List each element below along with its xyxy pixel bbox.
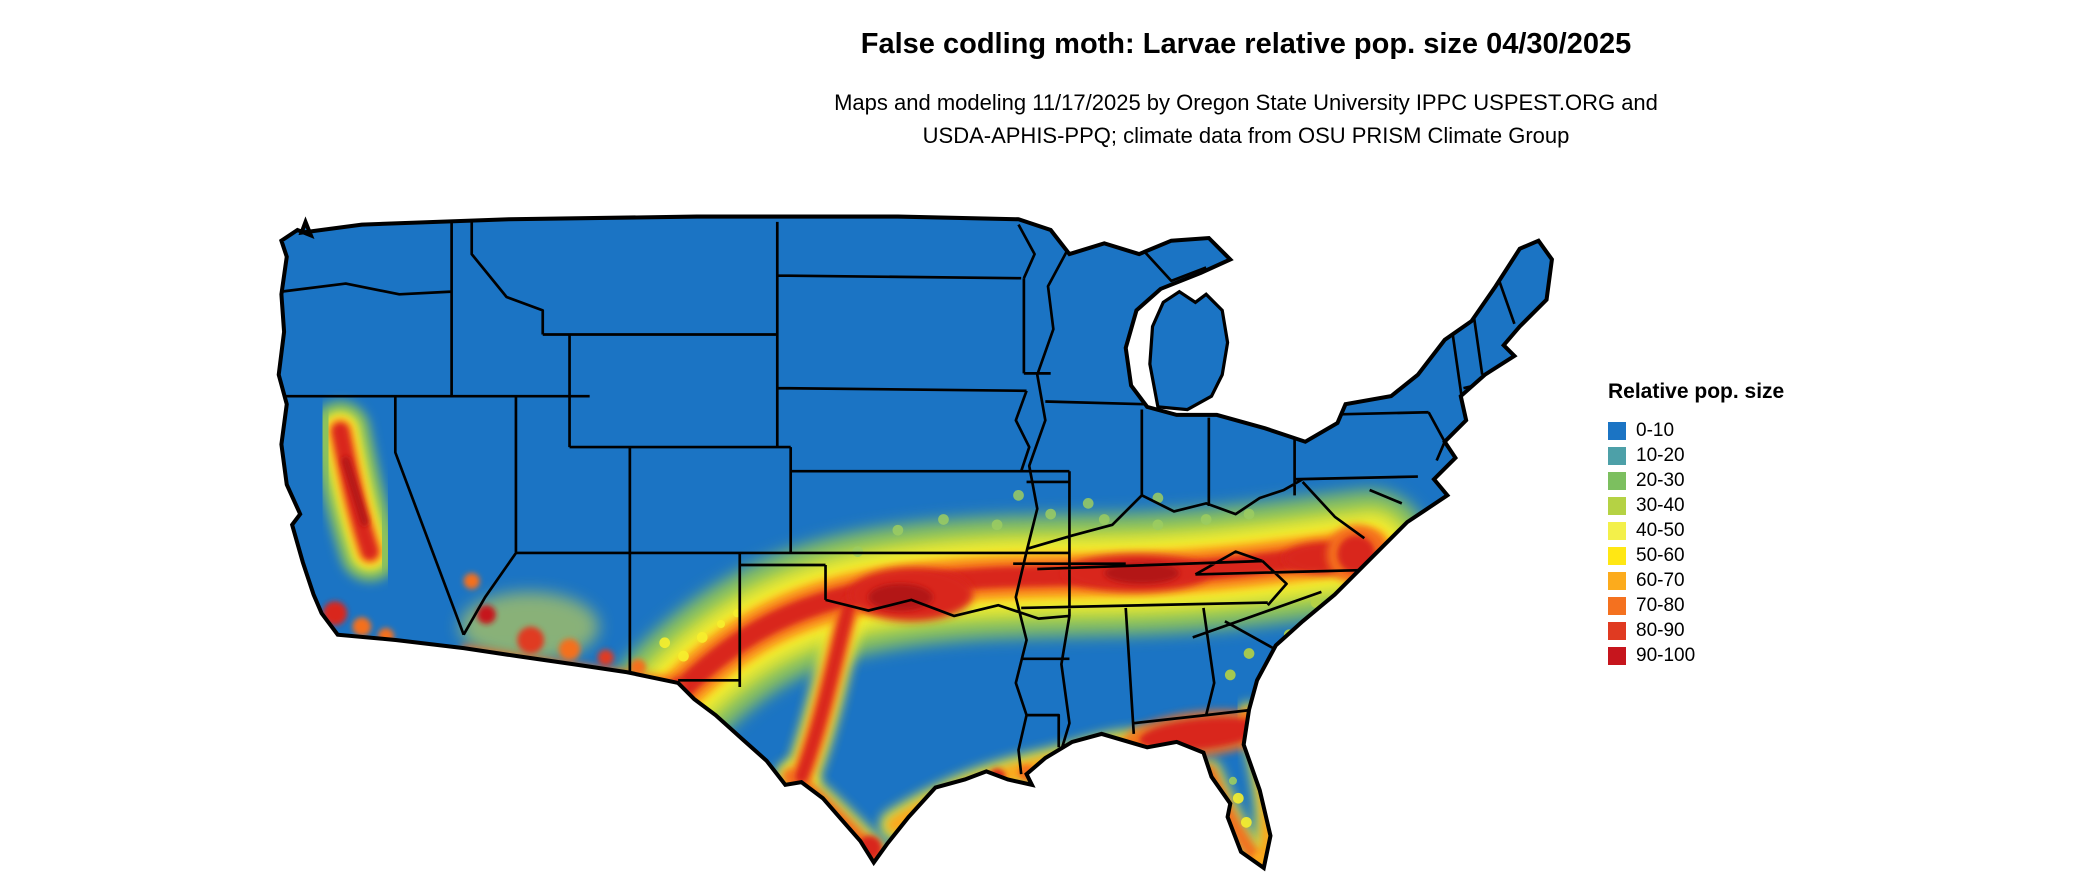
legend-item: 0-10 bbox=[1608, 418, 1868, 443]
legend-item: 70-80 bbox=[1608, 593, 1868, 618]
subtitle-line-1: Maps and modeling 11/17/2025 by Oregon S… bbox=[834, 90, 1658, 115]
legend-item: 10-20 bbox=[1608, 443, 1868, 468]
us-map-svg bbox=[268, 171, 1568, 884]
legend-swatch bbox=[1608, 621, 1626, 640]
legend-item-label: 70-80 bbox=[1636, 594, 1685, 616]
legend-item: 60-70 bbox=[1608, 568, 1868, 593]
legend-swatch bbox=[1608, 421, 1626, 440]
legend-rows: 0-10 10-20 20-30 30-40 40-50 50-60 60-70… bbox=[1608, 418, 1868, 668]
legend-swatch bbox=[1608, 446, 1626, 465]
legend-swatch bbox=[1608, 646, 1626, 665]
legend-swatch bbox=[1608, 471, 1626, 490]
legend-item-label: 20-30 bbox=[1636, 469, 1685, 491]
legend-swatch bbox=[1608, 596, 1626, 615]
state-borders bbox=[278, 221, 1516, 778]
legend-swatch bbox=[1608, 496, 1626, 515]
legend-swatch bbox=[1608, 521, 1626, 540]
legend-item: 20-30 bbox=[1608, 468, 1868, 493]
legend-item-label: 30-40 bbox=[1636, 494, 1685, 516]
legend-item-label: 80-90 bbox=[1636, 619, 1685, 641]
subtitle-line-2: USDA-APHIS-PPQ; climate data from OSU PR… bbox=[922, 123, 1570, 148]
legend-item: 30-40 bbox=[1608, 493, 1868, 518]
legend-item-label: 50-60 bbox=[1636, 544, 1685, 566]
legend-item-label: 0-10 bbox=[1636, 419, 1675, 441]
legend-item: 50-60 bbox=[1608, 543, 1868, 568]
page-title: False codling moth: Larvae relative pop.… bbox=[860, 28, 1632, 60]
legend-item-label: 40-50 bbox=[1636, 519, 1685, 541]
us-map bbox=[268, 171, 1568, 884]
legend-item-label: 10-20 bbox=[1636, 444, 1685, 466]
legend-item-label: 60-70 bbox=[1636, 569, 1685, 591]
legend-title: Relative pop. size bbox=[1608, 380, 1785, 403]
legend-item: 80-90 bbox=[1608, 618, 1868, 643]
legend-item: 40-50 bbox=[1608, 518, 1868, 543]
legend-swatch bbox=[1608, 571, 1626, 590]
population-heat-overlay bbox=[310, 401, 1430, 868]
legend: Relative pop. size 0-10 10-20 20-30 30-4… bbox=[1608, 380, 1868, 668]
legend-item-label: 90-100 bbox=[1636, 644, 1696, 666]
legend-swatch bbox=[1608, 546, 1626, 565]
legend-item: 90-100 bbox=[1608, 643, 1868, 668]
map-subtitle: Maps and modeling 11/17/2025 by Oregon S… bbox=[834, 86, 1658, 152]
